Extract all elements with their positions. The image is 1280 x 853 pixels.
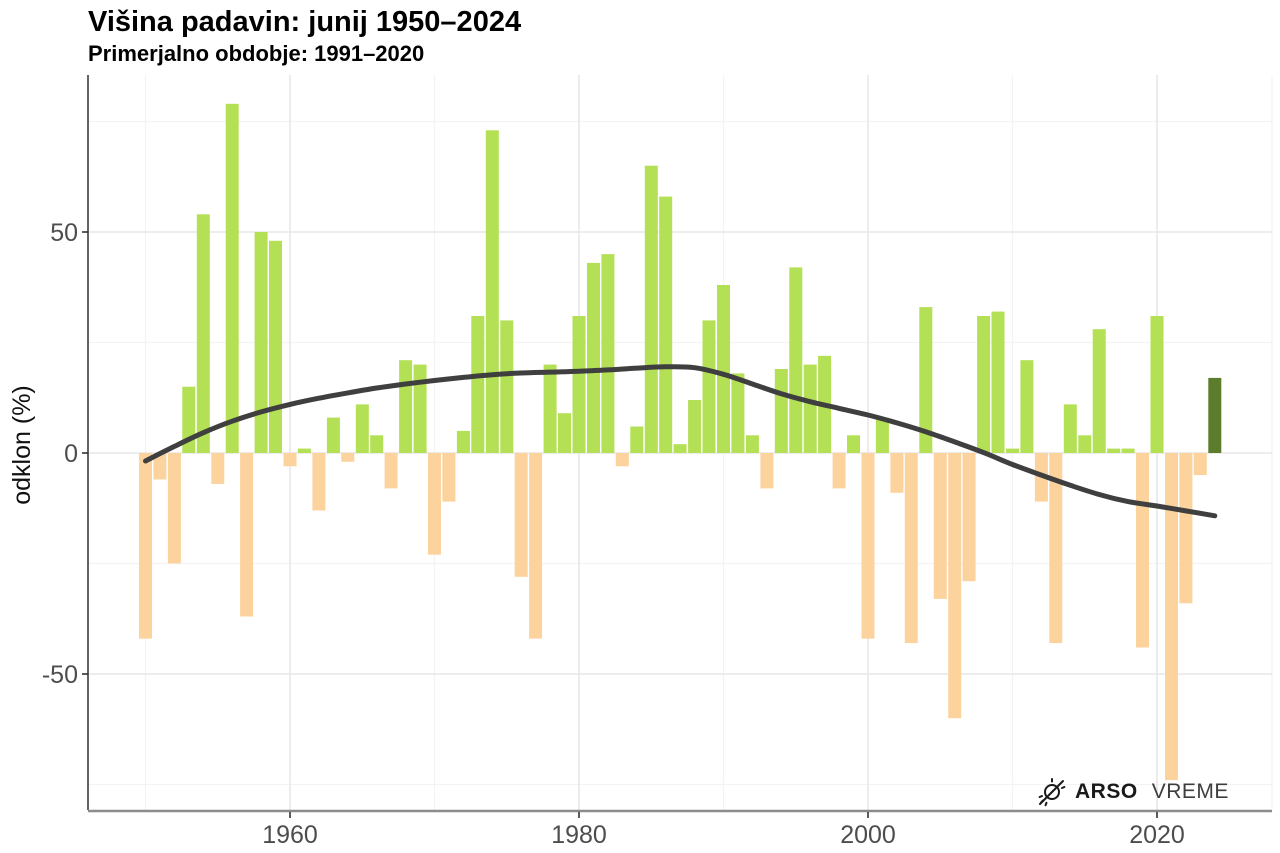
y-tick-label-50: 50 bbox=[50, 219, 78, 247]
chart-subtitle: Primerjalno obdobje: 1991–2020 bbox=[88, 41, 425, 66]
bar-1964 bbox=[341, 453, 355, 462]
bar-1992 bbox=[745, 435, 759, 453]
bar-1993 bbox=[760, 453, 774, 489]
bar-2014 bbox=[1063, 404, 1077, 453]
bar-2024 bbox=[1208, 377, 1222, 453]
bar-1952 bbox=[167, 453, 181, 564]
bar-2005 bbox=[933, 453, 947, 599]
arso-brand-text: ARSO bbox=[1075, 780, 1138, 803]
chart-title: Višina padavin: junij 1950–2024 bbox=[88, 6, 522, 38]
bar-2022 bbox=[1179, 453, 1193, 604]
bar-2013 bbox=[1049, 453, 1063, 644]
bar-1988 bbox=[688, 400, 702, 453]
bar-1956 bbox=[225, 103, 239, 454]
bar-2018 bbox=[1121, 448, 1135, 453]
bar-1982 bbox=[601, 254, 615, 453]
bar-1976 bbox=[514, 453, 528, 577]
bar-1999 bbox=[847, 435, 860, 453]
bar-2015 bbox=[1078, 435, 1092, 453]
bar-1977 bbox=[529, 453, 543, 639]
bar-1975 bbox=[500, 320, 514, 453]
bar-1987 bbox=[673, 444, 687, 453]
bar-2000 bbox=[861, 453, 875, 639]
bar-1962 bbox=[312, 453, 326, 511]
bar-1951 bbox=[153, 453, 167, 480]
bar-2006 bbox=[948, 453, 962, 719]
bar-1998 bbox=[832, 453, 846, 489]
bar-2016 bbox=[1092, 329, 1106, 453]
arso-vreme-watermark: ARSO VREME bbox=[1036, 777, 1229, 807]
bar-1968 bbox=[399, 360, 413, 453]
bar-1960 bbox=[283, 453, 297, 467]
bar-2011 bbox=[1020, 360, 1034, 453]
bar-1958 bbox=[254, 232, 268, 453]
bar-2002 bbox=[890, 453, 904, 493]
bar-1965 bbox=[355, 404, 369, 453]
bar-1980 bbox=[572, 316, 586, 453]
bar-1978 bbox=[543, 364, 557, 453]
bar-2023 bbox=[1193, 453, 1207, 476]
bar-1966 bbox=[370, 435, 384, 453]
bar-2003 bbox=[904, 453, 918, 644]
bar-2020 bbox=[1150, 316, 1164, 453]
bar-1985 bbox=[644, 165, 658, 453]
bar-1973 bbox=[471, 316, 485, 453]
bar-1950 bbox=[139, 453, 152, 639]
bar-1955 bbox=[211, 453, 225, 484]
bar-1970 bbox=[428, 453, 441, 555]
bar-2009 bbox=[991, 311, 1005, 453]
y-axis-title: odklon (%) bbox=[8, 385, 36, 505]
bar-1996 bbox=[803, 364, 817, 453]
bar-1986 bbox=[659, 196, 673, 453]
bar-1972 bbox=[456, 430, 470, 453]
bar-2010 bbox=[1006, 448, 1019, 453]
bar-1991 bbox=[731, 373, 745, 453]
bar-2004 bbox=[919, 307, 933, 453]
bar-2021 bbox=[1165, 453, 1178, 781]
bar-2019 bbox=[1136, 453, 1149, 648]
bar-1957 bbox=[240, 453, 254, 617]
trend-line bbox=[143, 364, 1218, 519]
bar-1967 bbox=[384, 453, 398, 489]
bar-1981 bbox=[587, 262, 600, 453]
x-tick-label-1960: 1960 bbox=[262, 821, 318, 849]
bar-1989 bbox=[702, 320, 716, 453]
x-tick-label-1980: 1980 bbox=[551, 821, 607, 849]
bar-1990 bbox=[717, 285, 730, 453]
y-tick-label--50: -50 bbox=[42, 661, 78, 689]
y-tick-label-0: 0 bbox=[64, 440, 78, 468]
x-tick-label-2000: 2000 bbox=[840, 821, 896, 849]
bar-1961 bbox=[297, 448, 311, 453]
bar-1971 bbox=[442, 453, 456, 502]
bar-1994 bbox=[774, 369, 788, 453]
sun-crossed-icon bbox=[1038, 778, 1066, 807]
bar-1954 bbox=[196, 214, 210, 453]
bar-2007 bbox=[962, 453, 976, 582]
bar-2017 bbox=[1107, 448, 1121, 453]
bar-1969 bbox=[413, 364, 427, 453]
bar-1995 bbox=[789, 267, 803, 453]
bar-2001 bbox=[875, 417, 889, 453]
bar-1959 bbox=[269, 240, 282, 453]
bar-1979 bbox=[558, 413, 571, 453]
x-tick-label-2020: 2020 bbox=[1129, 821, 1185, 849]
bar-1974 bbox=[485, 130, 499, 454]
bar-1963 bbox=[326, 417, 340, 453]
bar-2008 bbox=[977, 316, 991, 453]
bar-1983 bbox=[615, 453, 629, 467]
bar-1984 bbox=[630, 426, 644, 453]
vreme-brand-text: VREME bbox=[1151, 780, 1229, 803]
